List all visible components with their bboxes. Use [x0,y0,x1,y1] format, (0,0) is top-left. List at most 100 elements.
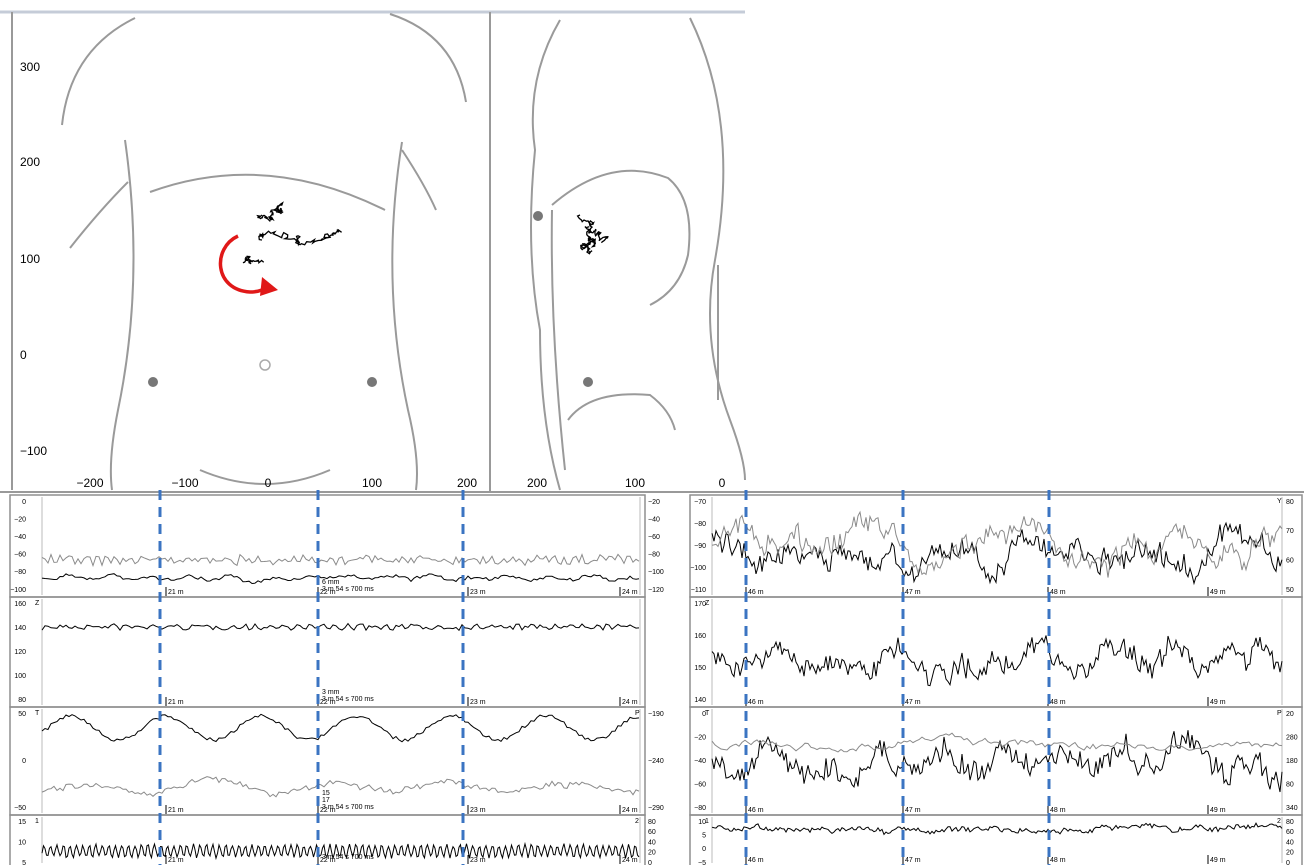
x-axis-label: −200 [76,476,103,490]
trajectory-path [579,226,597,255]
time-label: 47 m [905,857,921,864]
left-tick-label: −70 [694,499,706,506]
left-tick-label: 0 [22,499,26,506]
panel-frame [689,814,1303,865]
right-tick-label: −80 [648,552,660,559]
left-tick-label: −80 [694,805,706,812]
annotation: 15 [322,790,330,797]
trajectory-path [258,228,342,247]
corner-label: 1 [35,818,39,825]
time-label: 49 m [1210,807,1226,814]
time-label: 46 m [748,699,764,706]
time-label: 22 m [320,699,336,706]
left-tick-label: −90 [694,543,706,550]
right-tick-label: −190 [648,711,664,718]
time-label: 21 m [168,857,184,864]
x-axis-label: 200 [457,476,477,490]
x-axis-label: 0 [719,476,726,490]
time-label: 46 m [748,807,764,814]
right-tick-label: −60 [648,534,660,541]
left-tick-label: 0 [702,846,706,853]
left-tick-label: 5 [702,833,706,840]
y-axis-label: 200 [20,155,40,169]
time-label: 48 m [1050,857,1066,864]
time-label: 48 m [1050,807,1066,814]
signal-trace [41,553,640,568]
right-tick-label: 280 [1286,734,1298,741]
time-label: 24 m [622,699,638,706]
time-label: 49 m [1210,589,1226,596]
right-tick-label: −290 [648,805,664,812]
right-tick-label: −40 [648,516,660,523]
right-tick-label: 80 [1286,781,1294,788]
left-tick-label: 170 [694,601,706,608]
left-tick-label: 100 [14,673,26,680]
right-tick-label: 80 [648,819,656,826]
annotation: 17 [322,797,330,804]
corner-label: 1 [705,818,709,825]
corner-label: P [635,710,640,717]
time-label: 48 m [1050,589,1066,596]
left-tick-label: −100 [10,587,26,594]
left-tick-label: 80 [18,697,26,704]
x-axis-label: 100 [362,476,382,490]
x-axis-label: −100 [171,476,198,490]
corner-label: Y [1277,498,1282,505]
side-body-outline [530,17,746,491]
right-tick-label: 80 [1286,819,1294,826]
y-axis-label: −100 [20,444,47,458]
time-label: 24 m [622,857,638,864]
right-tick-label: −120 [648,587,664,594]
time-label: 21 m [168,699,184,706]
y-axis-label: 300 [20,60,40,74]
time-label: 22 m [320,857,336,864]
signal-trace [41,776,640,798]
corner-label: T [705,710,710,717]
right-tick-label: 0 [648,860,652,865]
time-label: 23 m [470,699,486,706]
x-axis-label: 100 [625,476,645,490]
right-tick-label: 20 [1286,711,1294,718]
signal-trace [41,841,640,861]
annotation: 3 m 54 s 700 ms [322,586,374,593]
time-label: 23 m [470,807,486,814]
right-tick-label: 60 [1286,829,1294,836]
left-tick-label: 0 [22,758,26,765]
right-tick-label: 50 [1286,587,1294,594]
left-tick-label: 0 [702,711,706,718]
time-label: 21 m [168,807,184,814]
panel-frame [9,814,646,865]
left-tick-label: 160 [694,633,706,640]
trajectory [242,201,609,265]
time-label: 22 m [320,807,336,814]
left-tick-label: 140 [14,625,26,632]
right-tick-label: 60 [1286,558,1294,565]
right-tick-label: 340 [1286,805,1298,812]
time-label: 47 m [905,589,921,596]
right-tick-label: 80 [1286,499,1294,506]
y-axis-label: 0 [20,348,27,362]
right-tick-label: 60 [648,829,656,836]
left-tick-label: 120 [14,649,26,656]
signal-trace [711,732,1283,753]
time-label: 46 m [748,589,764,596]
corner-label: 2 [635,818,639,825]
left-tick-label: −5 [698,860,706,865]
left-tick-label: −60 [14,552,26,559]
time-label: 49 m [1210,699,1226,706]
time-label: 46 m [748,857,764,864]
right-tick-label: −20 [648,499,660,506]
annotation: 3 m 54 s 700 ms [322,854,374,861]
signal-trace [41,573,640,585]
corner-label: Z [35,600,40,607]
right-tick-label: 20 [648,850,656,857]
rotation-arrow [218,234,278,296]
signal-trace [711,510,1283,578]
left-tick-label: 160 [14,601,26,608]
signal-trace [711,822,1283,836]
annotation: 3 m 54 s 700 ms [322,696,374,703]
time-label: 21 m [168,589,184,596]
annotation: 6 mm [322,579,340,586]
time-label: 23 m [470,589,486,596]
